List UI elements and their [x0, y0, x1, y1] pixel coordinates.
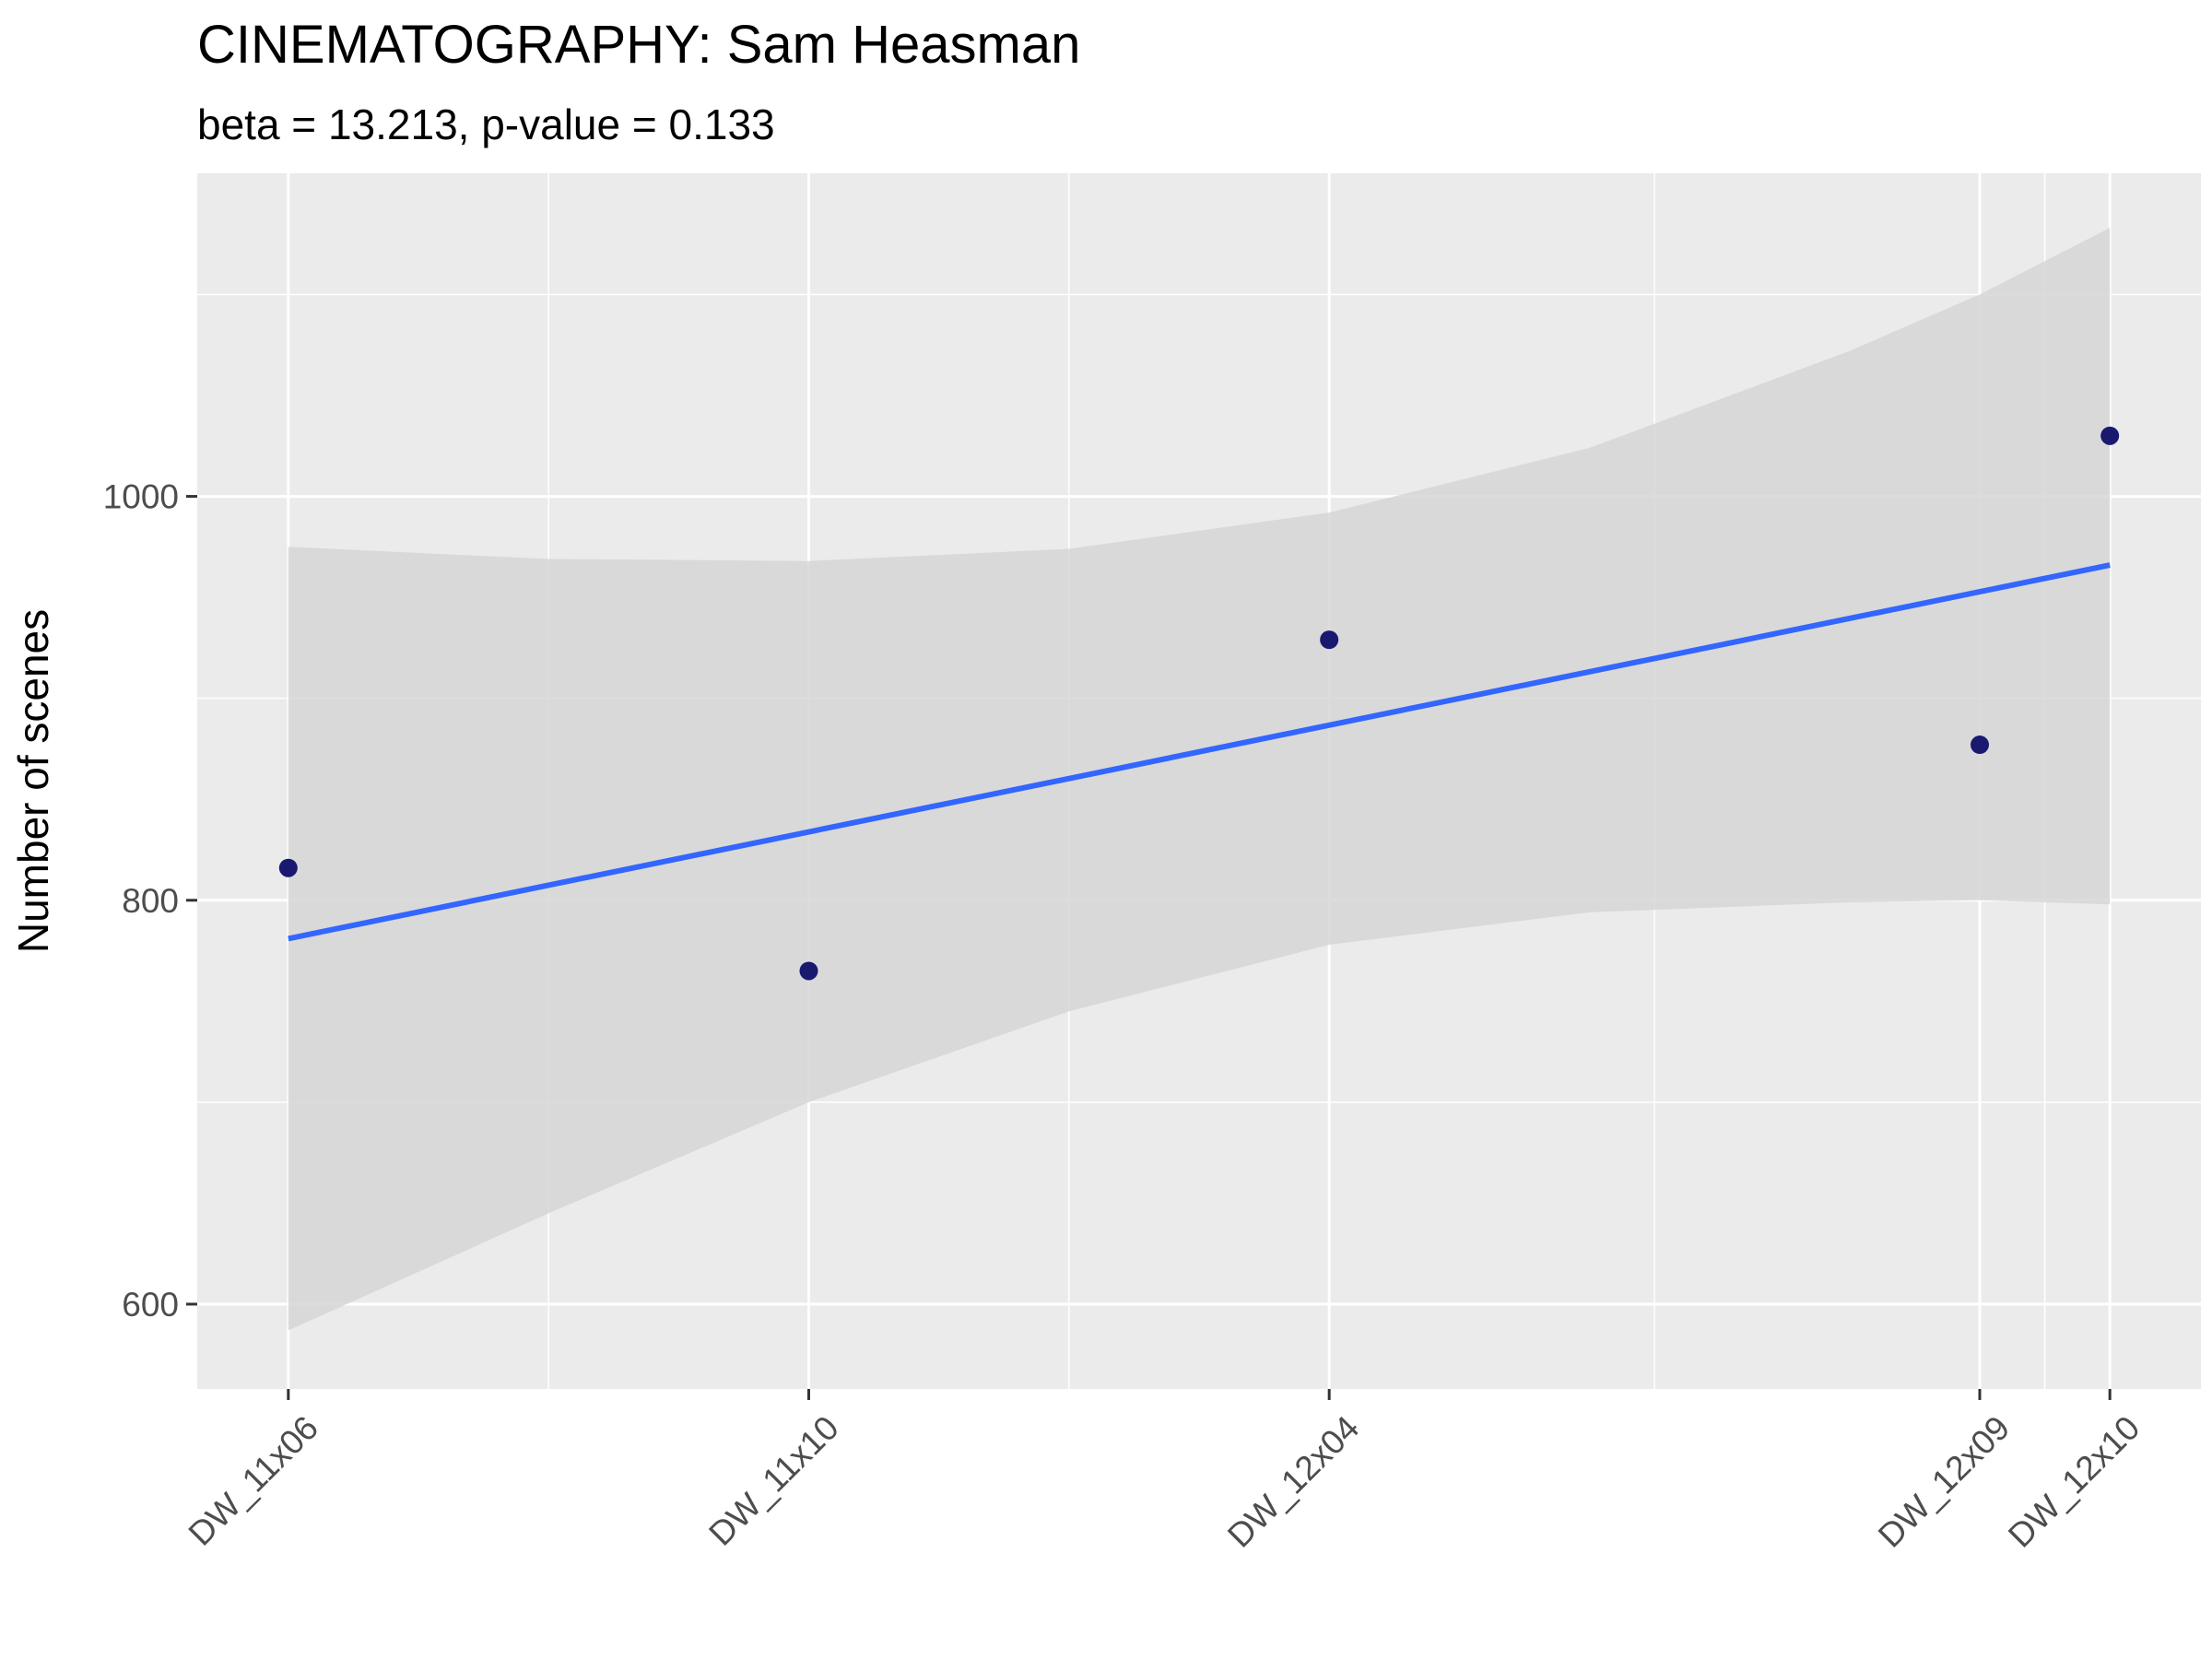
y-axis-ticks: 600 800 1000: [103, 478, 197, 1324]
y-tick-label: 800: [122, 882, 179, 920]
x-tick-label: DW_12x10: [2001, 1408, 2147, 1554]
data-point: [799, 961, 818, 981]
y-tick-label: 1000: [103, 478, 179, 516]
chart-subtitle: beta = 13.213, p-value = 0.133: [197, 100, 775, 148]
data-point: [278, 858, 298, 877]
x-tick-label: DW_11x06: [182, 1408, 325, 1552]
data-point: [2100, 426, 2120, 445]
x-tick-label: DW_12x09: [1871, 1408, 2017, 1554]
data-point: [1971, 735, 1990, 755]
y-axis-label: Number of scenes: [9, 609, 57, 953]
x-tick-label: DW_12x04: [1220, 1408, 1366, 1554]
trend-line: [288, 562, 2111, 942]
y-tick-label: 600: [122, 1286, 179, 1324]
data-point: [1320, 630, 1339, 650]
confidence-band: [288, 228, 2111, 1331]
chart-title: CINEMATOGRAPHY: Sam Heasman: [197, 15, 1080, 75]
x-tick-label: DW_11x10: [701, 1408, 845, 1552]
data-points: [278, 426, 2120, 981]
